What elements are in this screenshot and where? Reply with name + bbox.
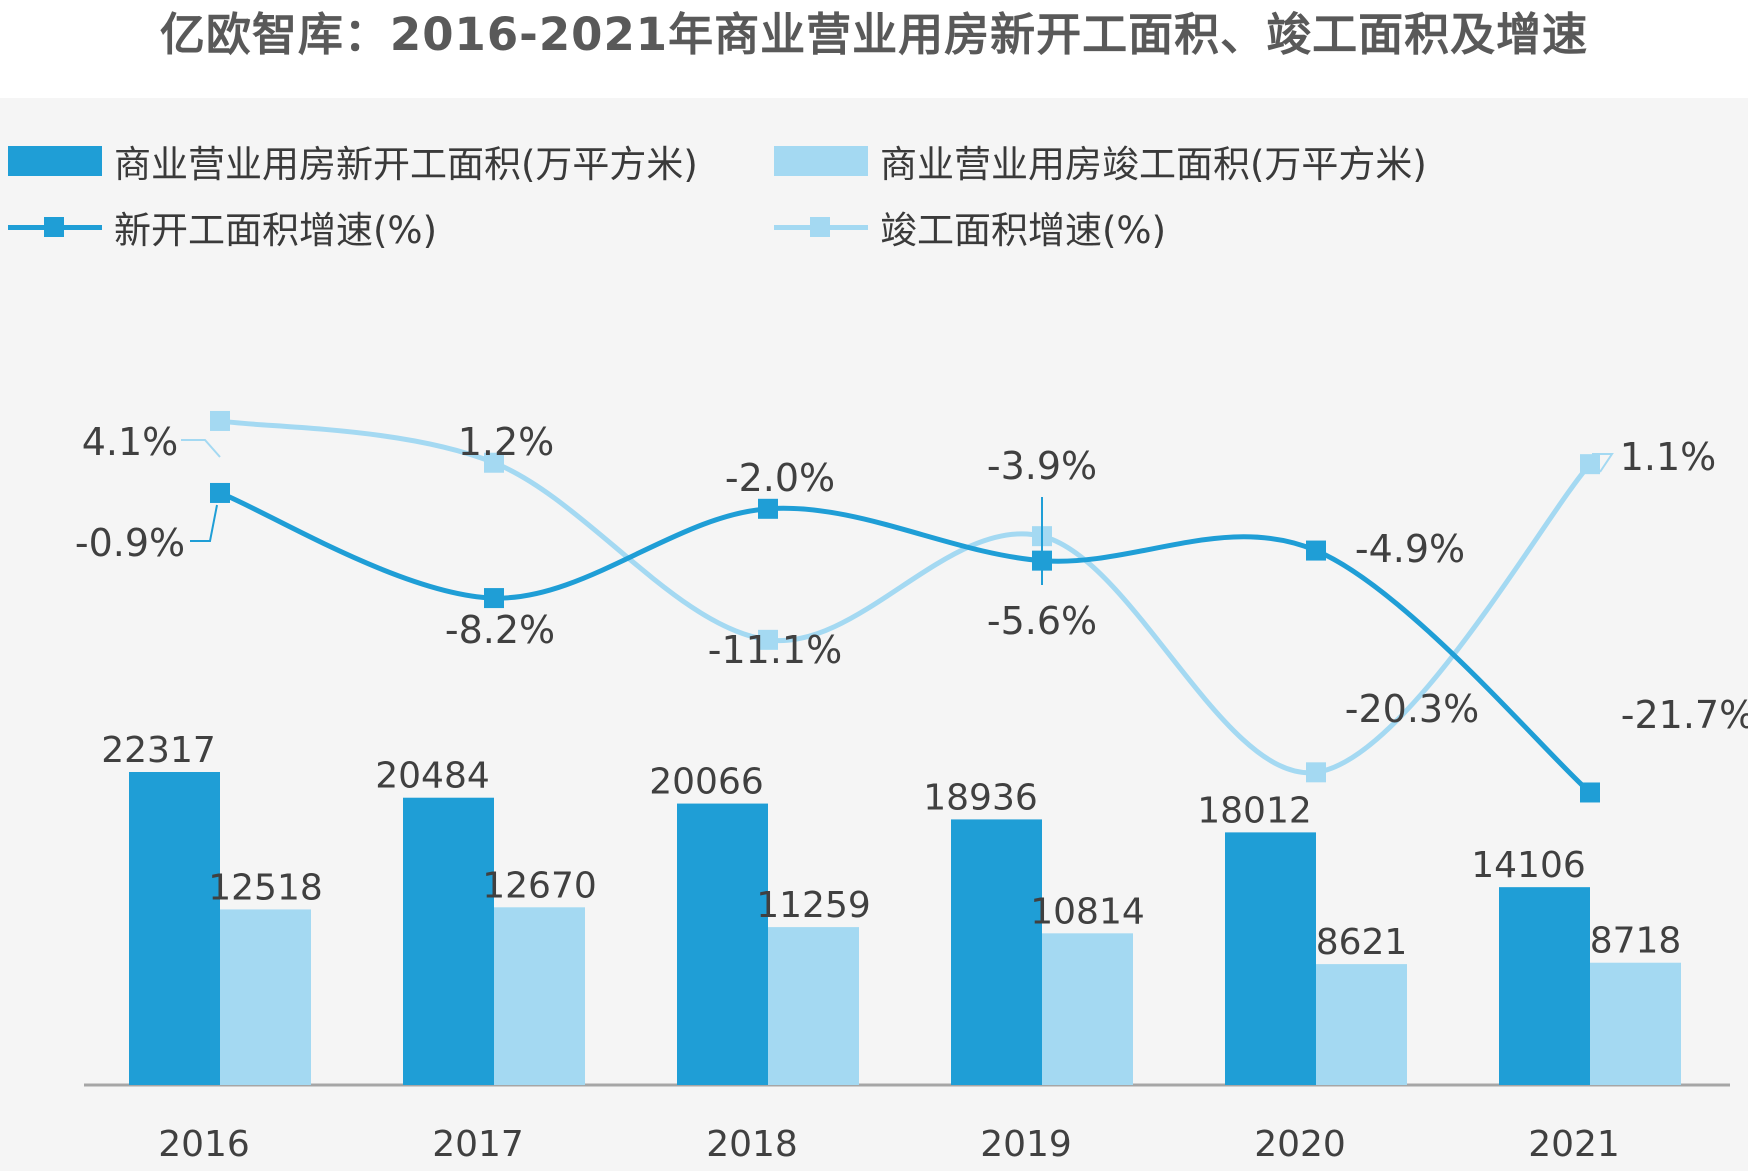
x-tick-label-2018: 2018 [706, 1124, 798, 1165]
legend-item-done-area[interactable]: 商业营业用房竣工面积(万平方米) [774, 136, 1427, 186]
new-growth-label-2021: -21.7% [1621, 693, 1748, 737]
chart-title: 亿欧智库：2016-2021年商业营业用房新开工面积、竣工面积及增速 [159, 8, 1589, 61]
bar-new-2021 [1499, 887, 1590, 1085]
legend-swatch-new-area [8, 146, 102, 176]
marker-done-2021 [1580, 454, 1600, 475]
done-growth-label-2017: 1.2% [458, 420, 555, 464]
legend-label-done-growth: 竣工面积增速(%) [880, 209, 1167, 252]
bar-done-label-2019: 10814 [1030, 891, 1145, 932]
marker-done-2017 [484, 452, 504, 473]
line-new-growth [219, 490, 1592, 795]
bar-new-label-2021: 14106 [1471, 845, 1586, 886]
bar-done-label-2018: 11259 [756, 885, 871, 926]
marker-new-2016 [210, 482, 230, 503]
bar-new-2018 [677, 803, 768, 1085]
marker-done-2016 [210, 410, 230, 431]
new-growth-label-2018: -2.0% [725, 456, 835, 500]
legend-label-done-area: 商业营业用房竣工面积(万平方米) [880, 143, 1427, 186]
marker-new-2021 [1580, 782, 1600, 803]
done-growth-label-2016: 4.1% [82, 420, 179, 464]
legend-item-done-growth[interactable]: 竣工面积增速(%) [774, 202, 1166, 252]
legend-item-new-area[interactable]: 商业营业用房新开工面积(万平方米) [8, 136, 698, 186]
bar-new-label-2017: 20484 [375, 756, 490, 797]
legend-line-done-growth [774, 212, 868, 242]
bar-done-label-2021: 8718 [1590, 921, 1682, 962]
new-growth-label-2019: -5.6% [987, 599, 1097, 643]
leader-done-2016 [181, 439, 221, 458]
marker-done-2018 [758, 629, 778, 650]
new-growth-label-2020: -4.9% [1355, 527, 1465, 571]
bar-new-2017 [403, 797, 494, 1085]
bar-new-2016 [129, 772, 220, 1085]
marker-done-2020 [1306, 762, 1326, 783]
bar-done-label-2020: 8621 [1316, 922, 1408, 963]
bar-done-2016 [220, 909, 311, 1085]
legend-label-new-area: 商业营业用房新开工面积(万平方米) [114, 143, 698, 186]
marker-new-2020 [1306, 540, 1326, 561]
x-tick-label-2020: 2020 [1254, 1124, 1346, 1165]
done-growth-label-2020: -20.3% [1345, 687, 1479, 731]
bar-new-label-2020: 18012 [1197, 790, 1312, 831]
x-tick-label-2016: 2016 [158, 1124, 250, 1165]
legend-swatch-done-area [774, 146, 868, 176]
bar-new-2019 [951, 819, 1042, 1085]
legend-line-new-growth [8, 212, 102, 242]
bar-done-label-2016: 12518 [208, 867, 323, 908]
bar-done-label-2017: 12670 [482, 865, 597, 906]
bar-new-label-2018: 20066 [649, 762, 764, 803]
done-growth-label-2019: -3.9% [987, 444, 1097, 488]
x-tick-label-2017: 2017 [432, 1124, 524, 1165]
x-tick-label-2021: 2021 [1528, 1124, 1620, 1165]
bar-new-label-2016: 22317 [101, 730, 216, 771]
x-tick-label-2019: 2019 [980, 1124, 1072, 1165]
bar-done-2020 [1316, 964, 1407, 1085]
done-growth-label-2018: -11.1% [708, 628, 842, 672]
marker-new-2018 [758, 498, 778, 519]
done-growth-label-2021: 1.1% [1620, 435, 1717, 479]
leader-new-2016 [190, 504, 218, 542]
bar-done-2017 [494, 907, 585, 1085]
bar-done-2019 [1042, 933, 1133, 1085]
bar-done-2018 [768, 927, 859, 1085]
leader-done-2021 [1592, 453, 1614, 473]
marker-new-2017 [484, 588, 504, 609]
legend-label-new-growth: 新开工面积增速(%) [114, 209, 438, 252]
new-growth-label-2017: -8.2% [445, 608, 555, 652]
bar-done-2021 [1590, 962, 1681, 1085]
bar-new-2020 [1225, 832, 1316, 1085]
legend-item-new-growth[interactable]: 新开工面积增速(%) [8, 202, 437, 252]
new-growth-label-2016: -0.9% [75, 521, 185, 565]
bar-new-label-2019: 18936 [923, 777, 1038, 818]
